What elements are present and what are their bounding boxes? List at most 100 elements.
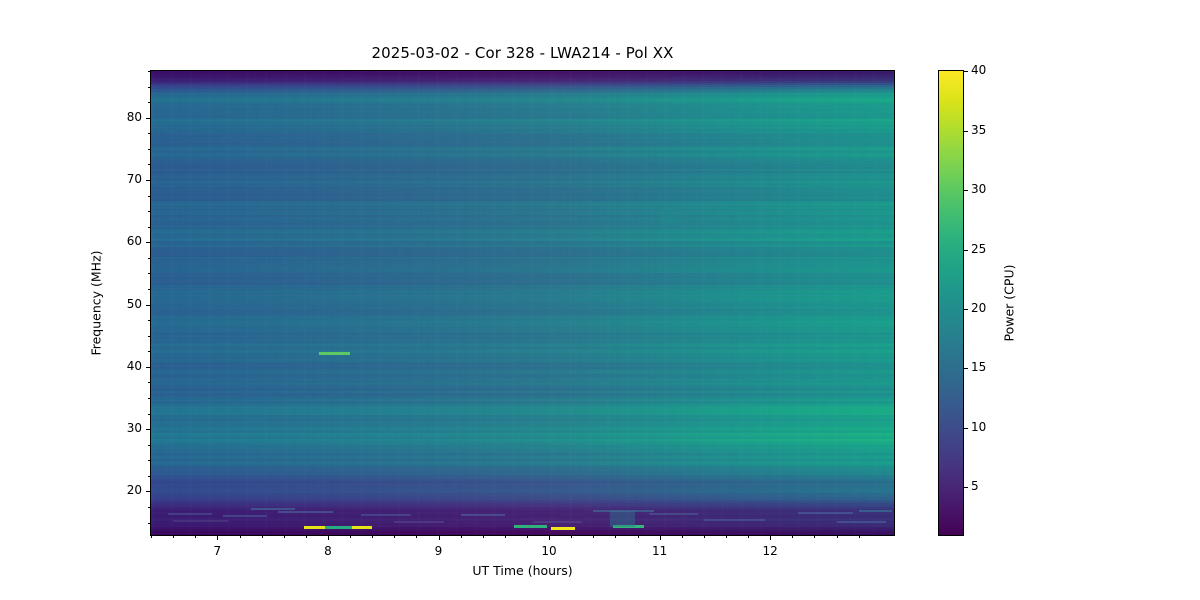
heatmap-row: [151, 205, 894, 208]
heatmap-row: [151, 407, 894, 410]
x-minor-tick: [283, 536, 285, 538]
colorbar-tick-mark: [964, 130, 968, 132]
source-brightening-11h-64mhz: [659, 209, 682, 226]
heatmap-row: [151, 189, 894, 192]
heatmap-row: [151, 333, 894, 336]
heatmap-row: [151, 357, 894, 360]
rfi-band-9_8h-teal: [513, 525, 547, 529]
heatmap-row: [151, 379, 894, 382]
y-minor-tick: [148, 444, 150, 446]
faint-rfi-line: [836, 520, 887, 523]
heatmap-row: [151, 301, 894, 304]
rfi-patch-10_6h-blue: [609, 510, 636, 527]
heatmap-row: [151, 397, 894, 400]
heatmap-row: [151, 243, 894, 246]
y-minor-tick: [148, 382, 150, 384]
x-tick-label: 10: [541, 544, 557, 558]
heatmap-row: [151, 159, 894, 162]
heatmap-row: [151, 465, 894, 468]
heatmap-row: [151, 503, 894, 506]
heatmap-row: [151, 161, 894, 164]
heatmap-row: [151, 365, 894, 368]
heatmap-row: [151, 219, 894, 222]
heatmap-row: [151, 253, 894, 256]
heatmap-row: [151, 369, 894, 372]
heatmap-row: [151, 229, 894, 232]
heatmap-row: [151, 249, 894, 252]
heatmap-row: [151, 291, 894, 294]
faint-rfi-line: [222, 515, 268, 518]
heatmap-row: [151, 455, 894, 458]
faint-rfi-line: [648, 513, 699, 516]
colorbar[interactable]: [938, 70, 964, 536]
x-axis-label: UT Time (hours): [472, 563, 573, 578]
x-tick-mark: [217, 536, 219, 540]
heatmap-row: [151, 329, 894, 332]
y-tick-mark: [146, 242, 150, 244]
x-minor-tick: [858, 536, 860, 538]
x-minor-tick: [725, 536, 727, 538]
heatmap-row: [151, 347, 894, 350]
y-tick-mark: [146, 117, 150, 119]
heatmap-row: [151, 99, 894, 102]
heatmap-row: [151, 319, 894, 322]
heatmap-row: [151, 193, 894, 196]
heatmap-row: [151, 271, 894, 274]
heatmap-row: [151, 117, 894, 120]
heatmap-row: [151, 429, 894, 432]
colorbar-tick-mark: [964, 368, 968, 370]
heatmap-row: [151, 111, 894, 114]
heatmap-row: [151, 321, 894, 324]
heatmap-row: [151, 247, 894, 250]
faint-rfi-line: [532, 521, 583, 524]
y-minor-tick: [148, 164, 150, 166]
heatmap-row: [151, 169, 894, 172]
heatmap-row: [151, 181, 894, 184]
heatmap-row: [151, 79, 894, 82]
heatmap-row: [151, 345, 894, 348]
heatmap-axes[interactable]: [150, 70, 895, 536]
heatmap-row: [151, 441, 894, 444]
colorbar-tick-mark: [964, 308, 968, 310]
heatmap-row: [151, 505, 894, 508]
heatmap-row: [151, 403, 894, 406]
heatmap-row: [151, 143, 894, 146]
heatmap-row: [151, 469, 894, 472]
x-minor-tick: [394, 536, 396, 538]
heatmap-row: [151, 493, 894, 496]
heatmap-row: [151, 165, 894, 168]
heatmap-row: [151, 303, 894, 306]
heatmap-row: [151, 235, 894, 238]
heatmap-row: [151, 199, 894, 202]
bright-rfi-band-8h-teal: [324, 526, 353, 529]
heatmap-row: [151, 393, 894, 396]
heatmap-row: [151, 239, 894, 242]
bright-rfi-band-8h-yellow-b: [352, 526, 373, 529]
y-tick-mark: [146, 180, 150, 181]
heatmap-row: [151, 299, 894, 302]
heatmap-row: [151, 419, 894, 422]
x-tick-label: 8: [324, 544, 332, 558]
y-tick-label: 30: [126, 421, 142, 436]
heatmap-row: [151, 133, 894, 136]
heatmap-row: [151, 501, 894, 504]
x-minor-tick: [239, 536, 241, 538]
heatmap-row: [151, 305, 894, 308]
y-minor-tick: [148, 86, 150, 88]
heatmap-row: [151, 349, 894, 352]
heatmap-row: [151, 273, 894, 276]
heatmap-row: [151, 123, 894, 126]
heatmap-row: [151, 211, 894, 214]
y-tick-label: 60: [126, 234, 142, 249]
heatmap-row: [151, 491, 894, 494]
heatmap-row: [151, 415, 894, 418]
heatmap-row: [151, 337, 894, 340]
heatmap-row: [151, 467, 894, 470]
heatmap-row: [151, 519, 894, 522]
heatmap-row: [151, 217, 894, 220]
heatmap-row: [151, 359, 894, 362]
heatmap-row: [151, 129, 894, 132]
heatmap-row: [151, 351, 894, 354]
faint-rfi-line: [167, 512, 212, 515]
